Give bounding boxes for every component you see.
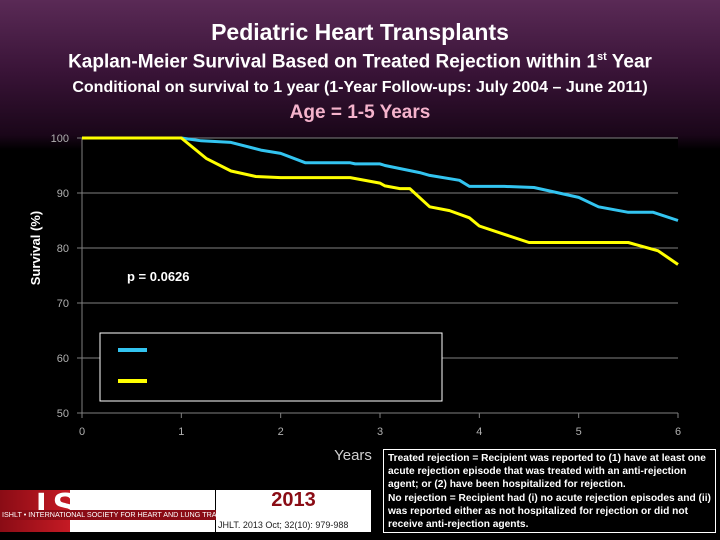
x-tick-labels: 0 1 2 3 4 5 6 — [79, 426, 681, 438]
y-tick-label-100: 100 — [51, 133, 69, 145]
y-tick-labels: 50 60 70 80 90 100 — [51, 133, 69, 420]
ishlt-logo-strip: ISHLT • INTERNATIONAL SOCIETY FOR HEART … — [0, 510, 217, 520]
report-year: 2013 — [271, 489, 316, 511]
year-box — [216, 490, 371, 532]
ishlt-logo: ISHLT — [36, 486, 173, 528]
note-treated-definition: Treated rejection = Recipient was report… — [388, 453, 706, 491]
y-tick-label-80: 80 — [57, 243, 69, 255]
legend-box — [99, 332, 443, 402]
subtitle-end: Year — [606, 51, 652, 73]
journal-citation: JHLT. 2013 Oct; 32(10): 979-988 — [218, 520, 349, 530]
subtitle-superscript: st — [597, 51, 607, 63]
y-tick-label-70: 70 — [57, 298, 69, 310]
x-tick-label-2: 2 — [278, 426, 284, 438]
series-line-no-rejection — [82, 136, 679, 266]
legend — [99, 332, 443, 402]
subtitle-main: Kaplan-Meier Survival Based on Treated R… — [68, 51, 598, 73]
rejection-definition-note: Treated rejection = Recipient was report… — [383, 449, 716, 533]
y-tick-label-50: 50 — [57, 408, 69, 420]
slide-title: Pediatric Heart Transplants — [211, 19, 509, 45]
p-value-annotation: p = 0.0626 — [127, 269, 190, 284]
series-line-treated-rejection — [82, 136, 679, 222]
y-tick-label-90: 90 — [57, 188, 69, 200]
x-axis-label: Years — [334, 447, 372, 464]
note-none-definition: No rejection = Recipient had (i) no acut… — [388, 492, 711, 531]
x-tick-label-0: 0 — [79, 426, 85, 438]
series-lines — [82, 136, 679, 266]
x-tick-label-4: 4 — [476, 426, 482, 438]
x-tick-label-3: 3 — [377, 426, 383, 438]
x-tick-label-5: 5 — [576, 426, 582, 438]
axes — [81, 138, 678, 414]
slide-subtitle-conditional: Conditional on survival to 1 year (1-Yea… — [72, 79, 648, 96]
x-tick-label-6: 6 — [675, 426, 681, 438]
slide-subtitle: Kaplan-Meier Survival Based on Treated R… — [0, 51, 720, 73]
age-group-heading: Age = 1-5 Years — [289, 102, 431, 123]
y-axis-label: Survival (%) — [28, 211, 43, 285]
x-tick-label-1: 1 — [178, 426, 184, 438]
y-tick-label-60: 60 — [57, 353, 69, 365]
